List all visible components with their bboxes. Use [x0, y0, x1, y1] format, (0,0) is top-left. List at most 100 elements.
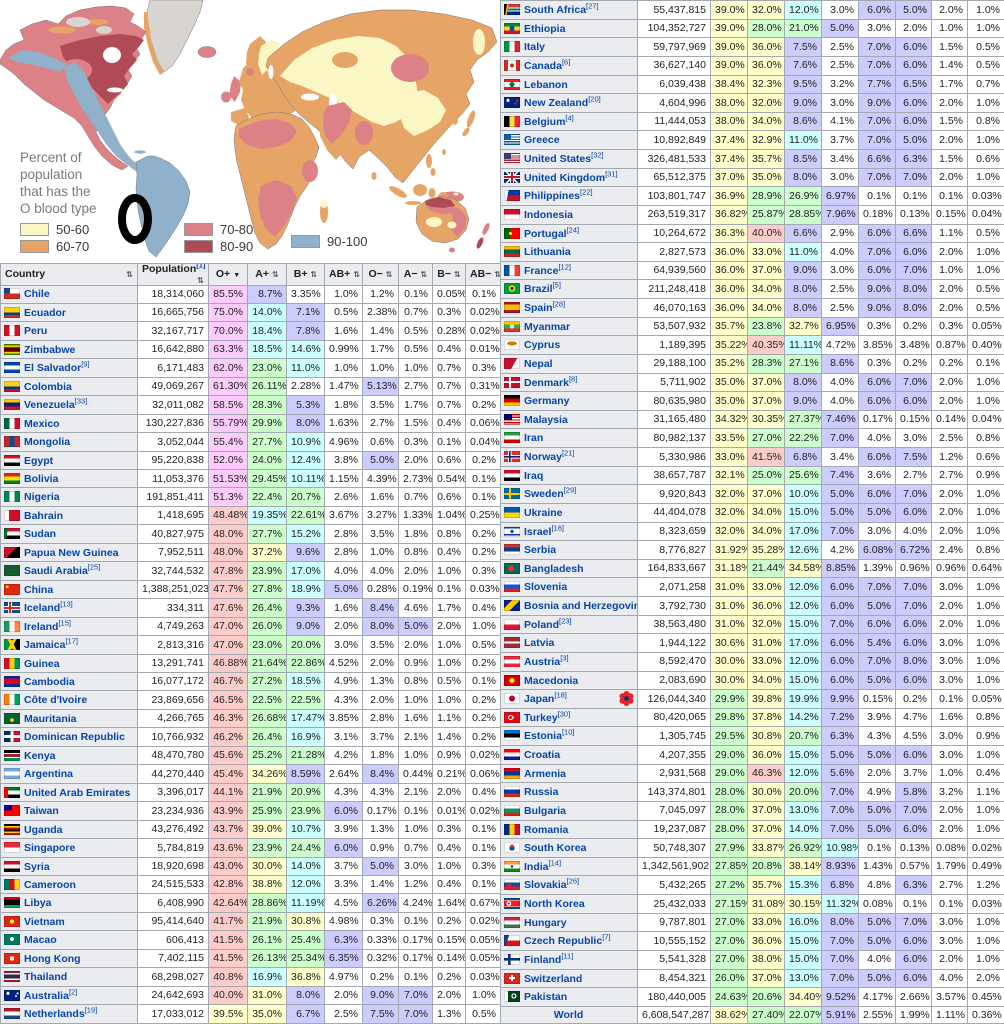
- footnote-ref-link[interactable]: [13]: [60, 599, 73, 609]
- column-header-country[interactable]: Country ⇅: [0, 263, 138, 286]
- country-link[interactable]: Spain: [524, 302, 553, 315]
- country-link[interactable]: Thailand: [24, 971, 68, 984]
- country-link[interactable]: Mauritania: [24, 712, 77, 725]
- footnote-ref-link[interactable]: [24]: [566, 225, 580, 235]
- country-link[interactable]: Poland: [524, 618, 560, 631]
- country-link[interactable]: Finland: [524, 953, 562, 966]
- footnote-ref-link[interactable]: [4]: [565, 113, 574, 123]
- footnote-ref-link[interactable]: [28]: [552, 299, 566, 309]
- country-link[interactable]: Czech Republic: [524, 935, 603, 948]
- country-link[interactable]: Zimbabwe: [24, 343, 76, 356]
- country-link[interactable]: Bosnia and Herzegovina: [524, 600, 638, 613]
- footnote-ref-link[interactable]: [6]: [561, 57, 571, 67]
- country-link[interactable]: Pakistan: [524, 991, 568, 1004]
- country-link[interactable]: Uganda: [24, 823, 63, 836]
- country-link[interactable]: Norway: [524, 451, 562, 464]
- country-link[interactable]: Saudi Arabia: [24, 565, 88, 578]
- country-link[interactable]: Syria: [24, 860, 50, 873]
- country-link[interactable]: Germany: [524, 395, 570, 408]
- footnote-ref-link[interactable]: [18]: [554, 690, 567, 700]
- footnote-ref-link[interactable]: [11]: [561, 951, 574, 961]
- column-header-a−[interactable]: A− ⇅: [398, 263, 433, 286]
- column-header-ab+[interactable]: AB+ ⇅: [324, 263, 363, 286]
- footnote-ref-link[interactable]: [23]: [559, 616, 572, 626]
- country-link[interactable]: Papua New Guinea: [24, 546, 119, 559]
- country-link[interactable]: Argentina: [24, 768, 74, 781]
- country-link[interactable]: Japan: [524, 693, 555, 706]
- footnote-ref-link[interactable]: [2]: [68, 987, 78, 997]
- country-link[interactable]: El Salvador: [24, 362, 82, 375]
- country-link[interactable]: Cyprus: [524, 339, 561, 352]
- sort-both-icon[interactable]: ⇅: [385, 270, 393, 279]
- country-link[interactable]: Chile: [24, 288, 50, 301]
- country-link[interactable]: Taiwan: [24, 805, 59, 818]
- country-link[interactable]: Sudan: [24, 528, 57, 541]
- country-link[interactable]: Russia: [524, 786, 559, 799]
- sort-both-icon[interactable]: ⇅: [126, 270, 133, 279]
- country-link[interactable]: France: [524, 264, 559, 277]
- country-link[interactable]: Turkey: [524, 711, 558, 724]
- footnote-ref-link[interactable]: [25]: [87, 562, 101, 572]
- country-link[interactable]: Cameroon: [24, 878, 76, 891]
- country-link[interactable]: Iran: [524, 432, 544, 445]
- footnote-ref-link[interactable]: [26]: [566, 876, 580, 886]
- country-link[interactable]: Philippines: [524, 190, 581, 203]
- country-link[interactable]: Iraq: [524, 469, 544, 482]
- footnote-ref-link[interactable]: [15]: [58, 618, 71, 628]
- country-link[interactable]: Italy: [524, 41, 546, 54]
- country-link[interactable]: Venezuela: [24, 399, 75, 412]
- country-link[interactable]: Croatia: [524, 749, 561, 762]
- country-link[interactable]: United Kingdom: [524, 171, 606, 184]
- column-header-ab−[interactable]: AB− ⇅: [465, 263, 501, 286]
- footnote-ref-link[interactable]: [33]: [74, 396, 88, 406]
- footnote-ref-link[interactable]: [3]: [560, 653, 569, 663]
- country-link[interactable]: Serbia: [524, 544, 557, 557]
- footnote-ref-link[interactable]: [14]: [548, 858, 562, 868]
- footnote-ref-link[interactable]: [12]: [558, 262, 571, 272]
- sort-both-icon[interactable]: ⇅: [310, 270, 318, 279]
- country-link[interactable]: Switzerland: [524, 972, 583, 985]
- country-link[interactable]: Romania: [524, 823, 569, 836]
- country-link[interactable]: Macedonia: [524, 674, 579, 687]
- country-link[interactable]: Ethiopia: [524, 22, 566, 35]
- footnote-ref-link[interactable]: [10]: [561, 727, 575, 737]
- footnote-ref-link[interactable]: [21]: [561, 448, 575, 458]
- footnote-ref-link[interactable]: [17]: [65, 636, 78, 646]
- footnote-ref-link[interactable]: [9]: [81, 359, 90, 369]
- footnote-ref-link[interactable]: [7]: [602, 932, 611, 942]
- column-header-b+[interactable]: B+ ⇅: [286, 263, 325, 286]
- country-link[interactable]: Ireland: [24, 620, 59, 633]
- country-link[interactable]: Singapore: [24, 842, 76, 855]
- column-header-o+[interactable]: O+ ▼: [208, 263, 248, 286]
- country-link[interactable]: Myanmar: [524, 320, 571, 333]
- footnote-ref-link[interactable]: [29]: [563, 485, 577, 495]
- country-link[interactable]: Greece: [524, 134, 560, 147]
- sort-desc-icon[interactable]: ▼: [233, 272, 241, 279]
- country-link[interactable]: Australia: [24, 989, 69, 1002]
- sort-both-icon[interactable]: ⇅: [494, 270, 501, 279]
- country-link[interactable]: Kenya: [24, 749, 56, 762]
- footnote-ref-link[interactable]: [20]: [588, 94, 601, 104]
- country-link[interactable]: Nepal: [524, 357, 553, 370]
- country-link[interactable]: India: [524, 860, 549, 873]
- country-link[interactable]: Hong Kong: [24, 952, 81, 965]
- country-link[interactable]: Lebanon: [524, 78, 568, 91]
- country-link[interactable]: Denmark: [524, 376, 569, 389]
- country-link[interactable]: Colombia: [24, 380, 72, 393]
- column-header-population[interactable]: Population[1] ⇅: [137, 263, 209, 286]
- footnote-ref-link[interactable]: [27]: [586, 1, 599, 11]
- country-link[interactable]: World: [553, 1008, 584, 1021]
- country-link[interactable]: Ecuador: [24, 306, 67, 319]
- sort-both-icon[interactable]: ⇅: [197, 275, 204, 285]
- country-link[interactable]: United States: [524, 153, 592, 166]
- country-link[interactable]: South Korea: [524, 842, 587, 855]
- footnote-ref-link[interactable]: [8]: [568, 374, 578, 384]
- footnote-ref-link[interactable]: [16]: [551, 523, 564, 533]
- country-link[interactable]: Bangladesh: [524, 562, 584, 575]
- country-link[interactable]: Portugal: [524, 227, 567, 240]
- country-link[interactable]: South Africa: [524, 4, 587, 17]
- country-link[interactable]: Slovenia: [524, 581, 568, 594]
- country-link[interactable]: China: [24, 583, 54, 596]
- country-link[interactable]: Brazil: [524, 283, 553, 296]
- column-header-o−[interactable]: O− ⇅: [362, 263, 399, 286]
